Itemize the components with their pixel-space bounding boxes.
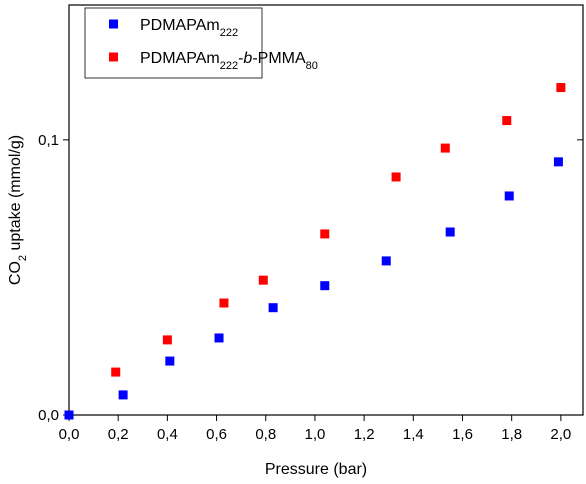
legend-swatch [109,52,118,62]
point [502,116,512,126]
point [504,191,514,201]
point [445,227,455,237]
y-tick-label: 0,0 [38,407,59,424]
point [111,367,121,377]
legend-swatch [109,19,118,29]
point [391,172,401,182]
legend-label: PDMAPAm222 [140,17,238,39]
x-tick-label: 1,2 [354,426,375,443]
point [320,281,330,291]
y-tick-label: 0,1 [38,132,59,149]
x-tick-label: 1,4 [403,426,424,443]
x-tick-label: 0,4 [157,426,178,443]
point [165,356,175,366]
point [556,83,566,93]
x-tick-label: 1,6 [452,426,473,443]
x-tick-label: 0,2 [108,426,129,443]
point [553,157,563,167]
point [381,256,391,266]
x-tick-label: 1,8 [501,426,522,443]
x-tick-label: 0,0 [59,426,80,443]
point [162,335,172,345]
point [320,229,330,239]
x-tick-label: 1,0 [305,426,326,443]
point [214,333,224,343]
point [118,390,128,400]
point [268,303,278,313]
x-tick-label: 0,6 [206,426,227,443]
plot-frame [68,4,584,416]
legend-label: PDMAPAm222-b-PMMA80 [140,50,318,72]
point [64,410,74,420]
y-axis-label: CO2 uptake (mmol/g) [7,135,29,285]
point [219,298,229,308]
x-tick-label: 0,8 [255,426,276,443]
x-axis-label: Pressure (bar) [265,461,367,478]
x-tick-label: 2,0 [550,426,571,443]
point [440,143,450,153]
point [258,275,268,285]
